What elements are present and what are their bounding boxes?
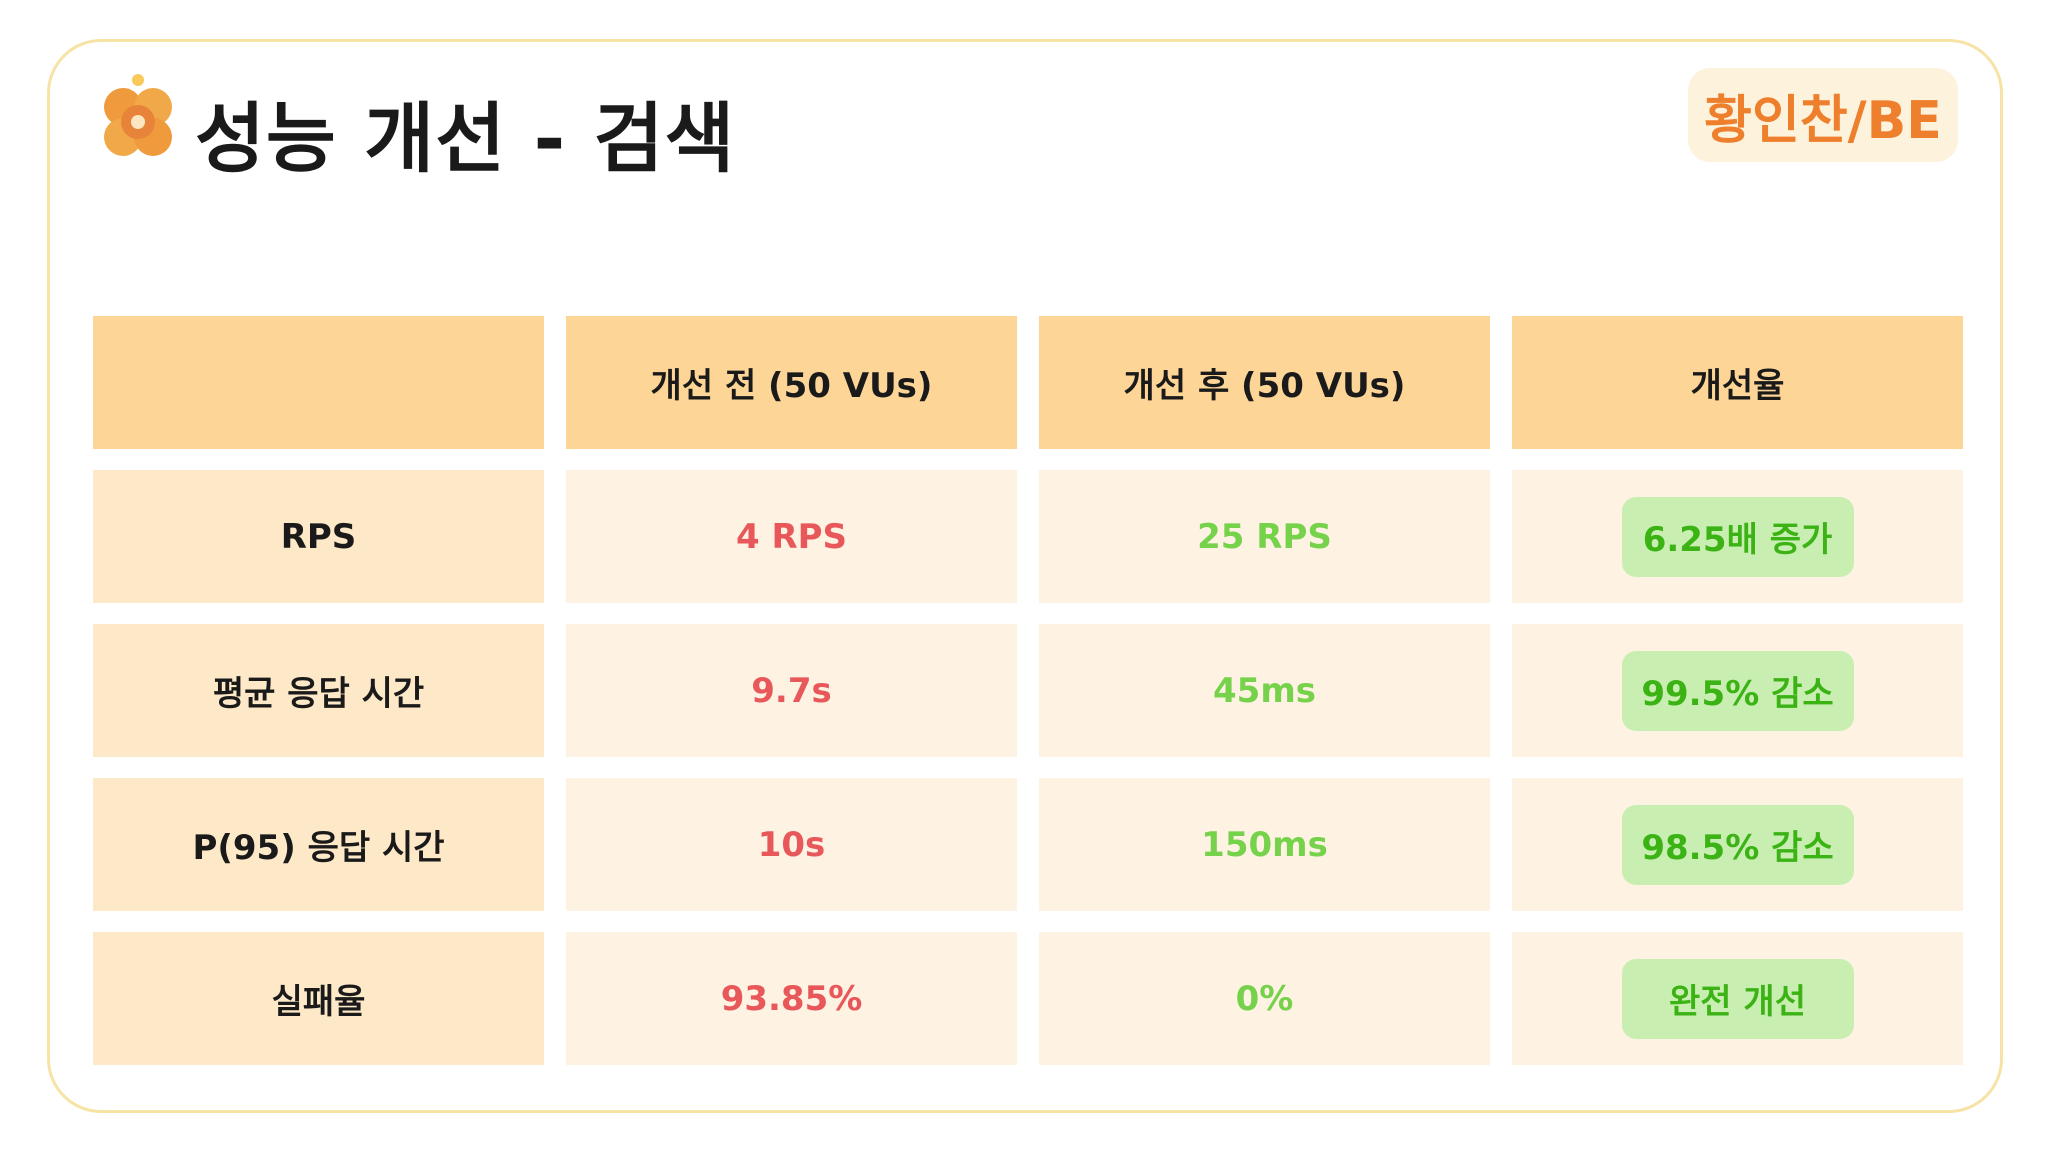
table-header-improvement: 개선율: [1512, 316, 1963, 449]
avg-response-before-value: 9.7s: [566, 624, 1017, 757]
row-label-failure-rate: 실패율: [93, 932, 544, 1065]
table-header-after: 개선 후 (50 VUs): [1039, 316, 1490, 449]
rps-improvement-badge: 6.25배 증가: [1621, 496, 1854, 577]
p95-response-before-value: 10s: [566, 778, 1017, 911]
performance-table: 개선 전 (50 VUs) 개선 후 (50 VUs) 개선율 RPS 4 RP…: [93, 316, 1963, 1065]
row-label-avg-response: 평균 응답 시간: [93, 624, 544, 757]
row-label-p95-response: P(95) 응답 시간: [93, 778, 544, 911]
page-title: 성능 개선 - 검색: [195, 94, 736, 183]
flower-logo-icon: [98, 70, 178, 166]
avg-response-improvement-badge: 99.5% 감소: [1621, 650, 1854, 731]
rps-after-value: 25 RPS: [1039, 470, 1490, 603]
author-badge: 황인찬/BE: [1688, 68, 1958, 162]
failure-rate-before-value: 93.85%: [566, 932, 1017, 1065]
failure-rate-improvement-cell: 완전 개선: [1512, 932, 1963, 1065]
p95-response-improvement-badge: 98.5% 감소: [1621, 804, 1854, 885]
slide-frame: 성능 개선 - 검색 황인찬/BE 개선 전 (50 VUs) 개선 후 (50…: [47, 39, 2003, 1113]
p95-response-after-value: 150ms: [1039, 778, 1490, 911]
table-header-before: 개선 전 (50 VUs): [566, 316, 1017, 449]
failure-rate-improvement-badge: 완전 개선: [1621, 958, 1854, 1039]
rps-improvement-cell: 6.25배 증가: [1512, 470, 1963, 603]
avg-response-after-value: 45ms: [1039, 624, 1490, 757]
avg-response-improvement-cell: 99.5% 감소: [1512, 624, 1963, 757]
rps-before-value: 4 RPS: [566, 470, 1017, 603]
p95-response-improvement-cell: 98.5% 감소: [1512, 778, 1963, 911]
failure-rate-after-value: 0%: [1039, 932, 1490, 1065]
table-header-empty: [93, 316, 544, 449]
row-label-rps: RPS: [93, 470, 544, 603]
